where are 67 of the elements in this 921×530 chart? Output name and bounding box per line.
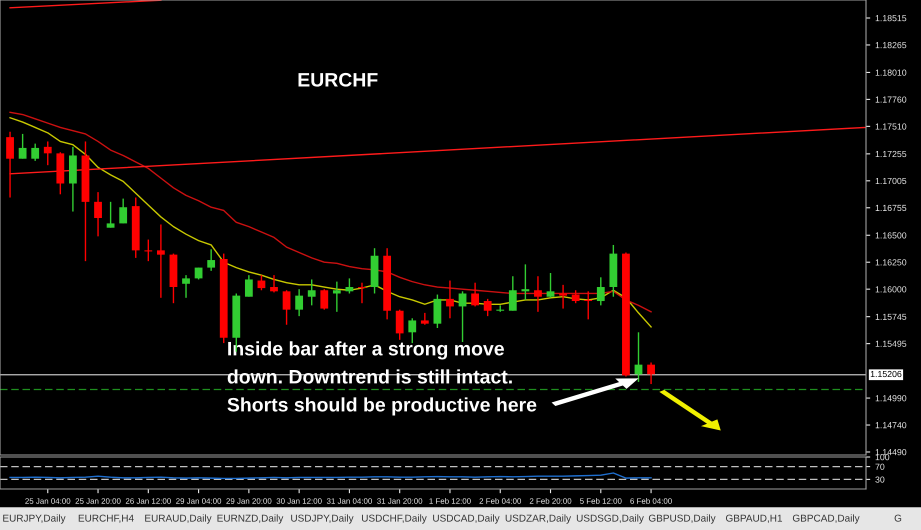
candlestick bbox=[18, 133, 27, 160]
candlestick bbox=[534, 276, 542, 313]
candlestick bbox=[596, 276, 605, 306]
candlestick bbox=[244, 274, 253, 298]
candlestick bbox=[559, 284, 567, 310]
text: GBPUSD,Daily bbox=[648, 514, 716, 524]
text: USDJPY,Daily bbox=[291, 514, 354, 524]
candlestick bbox=[194, 266, 202, 280]
text: EURNZD,Daily bbox=[217, 514, 284, 524]
y-tick-label: 1.18265 bbox=[876, 42, 906, 48]
text: USDZAR,Daily bbox=[506, 514, 572, 524]
y-tick-label: 1.14490 bbox=[876, 449, 906, 456]
candlestick bbox=[182, 274, 190, 298]
text: EURAUD,Daily bbox=[145, 514, 212, 524]
text: GBPCAD,Daily bbox=[792, 514, 860, 524]
candlestick bbox=[94, 191, 102, 238]
text: EURCHF,H4 bbox=[78, 514, 134, 523]
y-tick-label: 1.18515 bbox=[876, 15, 906, 22]
candlestick bbox=[521, 264, 530, 301]
text: USDCAD,Daily bbox=[433, 514, 500, 524]
candlestick bbox=[320, 288, 328, 310]
y-tick-label: 1.16250 bbox=[876, 259, 906, 266]
candlestick bbox=[647, 362, 655, 385]
candlestick bbox=[207, 248, 216, 272]
candlestick bbox=[484, 298, 492, 317]
y-tick-label: 1.17760 bbox=[876, 96, 906, 103]
y-tick-label: 1.16000 bbox=[876, 286, 906, 292]
candlestick bbox=[572, 290, 580, 304]
y-tick-label: 1.15495 bbox=[876, 340, 906, 347]
text: USDCHF,Daily bbox=[362, 514, 427, 524]
candlestick bbox=[546, 272, 554, 298]
candlestick bbox=[358, 282, 366, 304]
y-tick-label: 1.16755 bbox=[876, 204, 906, 212]
text: GBPAUD,H1 bbox=[726, 514, 782, 523]
candlestick bbox=[270, 274, 278, 294]
candlestick bbox=[119, 198, 128, 224]
y-tick-label: 1.14990 bbox=[876, 395, 906, 402]
candlestick bbox=[282, 290, 290, 326]
y-tick-label: 1.16500 bbox=[876, 232, 906, 239]
candlestick bbox=[396, 308, 404, 341]
y-tick-label: 1.14740 bbox=[876, 422, 906, 428]
candlestick bbox=[106, 201, 115, 228]
candlestick bbox=[458, 290, 466, 343]
candlestick bbox=[346, 278, 354, 294]
candlestick bbox=[258, 274, 266, 291]
text: G bbox=[894, 514, 902, 522]
text: EURCHF bbox=[298, 72, 378, 87]
y-tick-label: 1.17510 bbox=[876, 123, 906, 130]
y-tick-label: 70 bbox=[875, 464, 884, 470]
candlestick bbox=[6, 131, 14, 198]
candlestick bbox=[31, 142, 40, 162]
candlestick bbox=[471, 282, 479, 308]
candlestick bbox=[634, 332, 642, 383]
y-tick-label: 1.17255 bbox=[876, 150, 906, 158]
candlestick bbox=[156, 224, 165, 298]
text: USDSGD,Daily bbox=[576, 514, 644, 524]
text: EURJPY,Daily bbox=[3, 514, 66, 524]
y-tick-label: 1.18010 bbox=[876, 70, 906, 76]
y-tick-label: 30 bbox=[875, 476, 884, 483]
candlestick bbox=[508, 276, 517, 312]
candlestick bbox=[408, 318, 416, 344]
ref-line-label: 1.15206 bbox=[870, 370, 902, 378]
candlestick bbox=[295, 288, 304, 317]
y-tick-label: 1.15745 bbox=[876, 314, 906, 320]
candlestick bbox=[446, 280, 454, 319]
candlestick bbox=[44, 140, 52, 166]
y-tick-label: 1.17005 bbox=[876, 178, 906, 184]
